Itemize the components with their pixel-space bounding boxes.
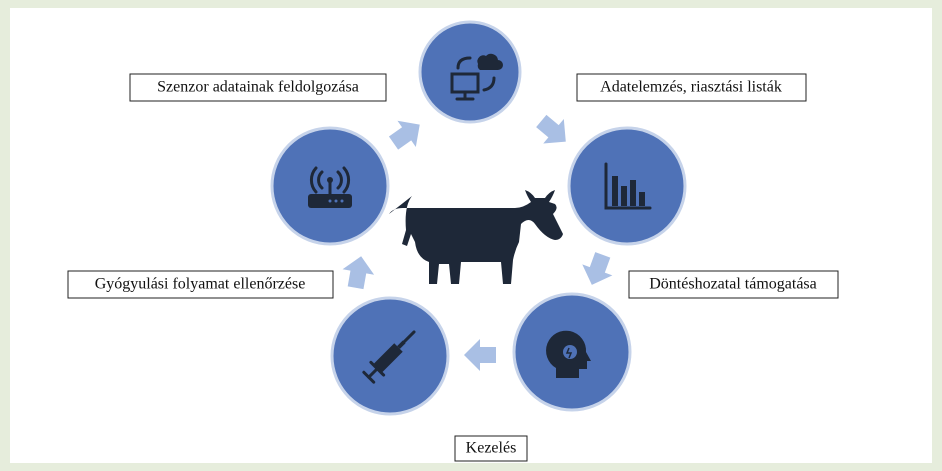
node-label: Adatelemzés, riasztási listák (600, 79, 782, 96)
label-decision: Döntéshozatal támogatása (629, 271, 838, 298)
node-label: Gyógyulási folyamat ellenőrzése (95, 276, 306, 293)
diagram: Szenzor adatainak feldolgozása Adatelemz… (0, 0, 942, 471)
label-sensor: Szenzor adatainak feldolgozása (130, 74, 386, 101)
node-label: Szenzor adatainak feldolgozása (157, 79, 359, 96)
node-label: Kezelés (466, 440, 517, 457)
label-recovery: Gyógyulási folyamat ellenőrzése (68, 271, 333, 298)
label-analysis: Adatelemzés, riasztási listák (577, 74, 806, 101)
node-label: Döntéshozatal támogatása (649, 276, 817, 293)
label-treatment: Kezelés (455, 436, 527, 461)
